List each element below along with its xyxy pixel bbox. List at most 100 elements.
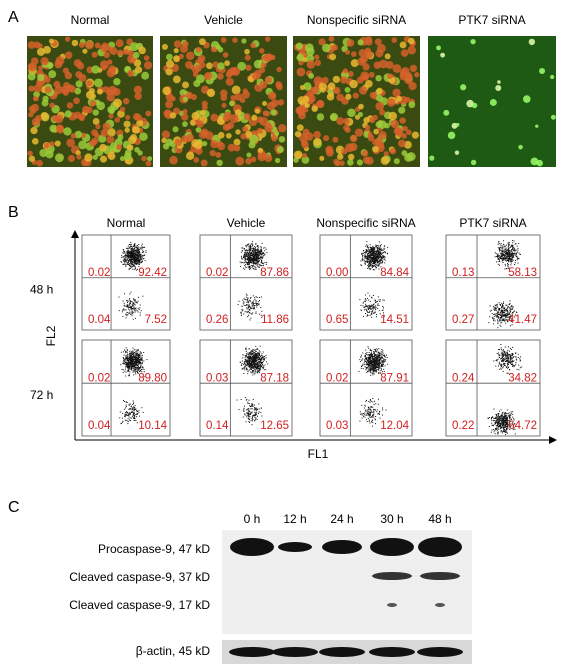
event-dot: [128, 253, 130, 255]
event-dot: [136, 250, 138, 252]
cell: [278, 124, 287, 133]
event-dot: [126, 354, 128, 356]
event-dot: [257, 261, 259, 263]
event-dot: [496, 303, 498, 305]
event-dot: [254, 367, 256, 369]
event-dot: [130, 308, 132, 310]
event-dot: [136, 349, 138, 351]
event-dot: [255, 263, 257, 265]
quadrant-value: 0.13: [452, 267, 474, 279]
cell: [278, 135, 286, 143]
event-dot: [505, 260, 507, 262]
event-dot: [130, 248, 132, 250]
event-dot: [124, 263, 126, 265]
event-dot: [362, 250, 364, 252]
cell: [198, 38, 206, 46]
event-dot: [497, 320, 499, 322]
event-dot: [128, 256, 130, 258]
event-dot: [257, 249, 259, 251]
cell: [522, 95, 531, 103]
event-dot: [492, 318, 494, 320]
event-dot: [128, 412, 130, 414]
event-dot: [259, 252, 261, 254]
cell: [329, 112, 339, 122]
event-dot: [262, 351, 264, 353]
event-dot: [240, 399, 242, 401]
event-dot: [256, 368, 258, 370]
event-dot: [125, 357, 127, 359]
event-dot: [137, 251, 139, 253]
event-dot: [259, 263, 261, 265]
cell: [46, 61, 54, 70]
cell: [404, 75, 413, 85]
event-dot: [130, 256, 132, 258]
event-dot: [261, 363, 263, 365]
event-dot: [501, 252, 503, 254]
cell: [75, 150, 81, 156]
event-dot: [497, 243, 499, 245]
event-dot: [383, 248, 385, 250]
event-dot: [129, 252, 131, 254]
event-dot: [382, 250, 384, 252]
event-dot: [128, 357, 130, 359]
event-dot: [127, 369, 129, 371]
event-dot: [249, 268, 251, 270]
cell: [106, 68, 116, 78]
event-dot: [241, 261, 243, 263]
event-dot: [364, 305, 366, 307]
event-dot: [372, 307, 374, 309]
event-dot: [370, 249, 372, 251]
event-dot: [125, 419, 127, 421]
cell: [352, 92, 359, 99]
cell: [372, 114, 378, 121]
event-dot: [247, 307, 249, 309]
event-dot: [258, 403, 260, 405]
event-dot: [506, 258, 508, 260]
event-dot: [130, 258, 132, 260]
event-dot: [512, 252, 514, 254]
quadrant-value: 0.02: [206, 267, 228, 279]
cell: [102, 86, 110, 93]
event-dot: [247, 413, 249, 415]
cell: [229, 114, 239, 124]
event-dot: [507, 265, 509, 267]
event-dot: [510, 264, 512, 266]
cell: [70, 133, 77, 139]
event-dot: [135, 363, 137, 365]
event-dot: [374, 349, 376, 351]
event-dot: [501, 309, 503, 311]
event-dot: [248, 306, 250, 308]
event-dot: [374, 265, 376, 267]
event-dot: [242, 416, 244, 418]
event-dot: [240, 361, 242, 363]
event-dot: [245, 359, 247, 361]
event-dot: [246, 364, 248, 366]
event-dot: [378, 248, 380, 250]
cell: [259, 48, 265, 54]
event-dot: [253, 306, 255, 308]
event-dot: [123, 400, 125, 402]
event-dot: [379, 254, 381, 256]
event-dot: [254, 365, 256, 367]
event-dot: [128, 299, 130, 301]
cell: [354, 128, 364, 137]
event-dot: [262, 355, 264, 357]
event-dot: [378, 263, 380, 265]
event-dot: [503, 243, 505, 245]
event-dot: [380, 260, 382, 262]
event-dot: [371, 353, 373, 355]
cell: [241, 38, 247, 44]
event-dot: [252, 241, 254, 243]
event-dot: [506, 309, 508, 311]
event-dot: [141, 359, 143, 361]
event-dot: [518, 242, 520, 244]
event-dot: [374, 260, 376, 262]
event-dot: [376, 245, 378, 247]
event-dot: [497, 263, 499, 265]
cell: [362, 156, 371, 164]
event-dot: [363, 258, 365, 260]
event-dot: [509, 325, 511, 327]
event-dot: [248, 254, 250, 256]
cell: [78, 74, 87, 82]
